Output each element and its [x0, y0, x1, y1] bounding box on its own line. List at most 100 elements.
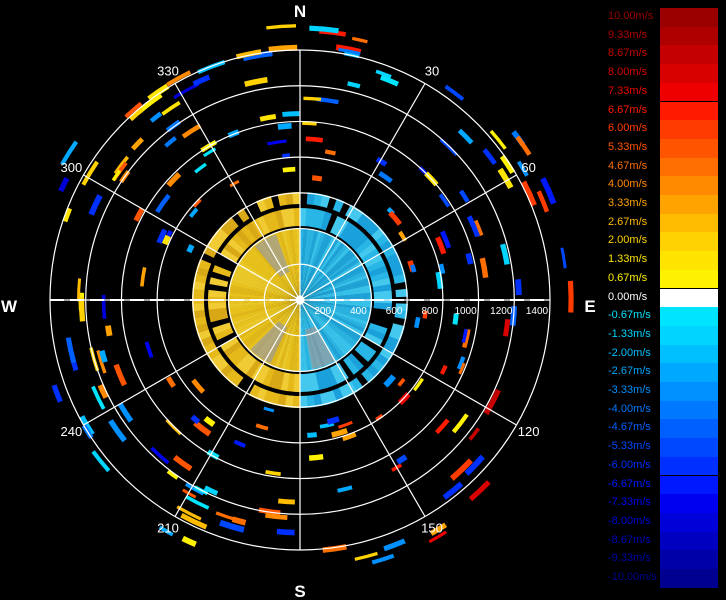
echo-cell	[276, 393, 287, 407]
echo-cell	[461, 328, 468, 343]
echo-cell	[395, 288, 408, 298]
legend-label: -3.33m/s	[608, 384, 651, 396]
legend-label: 3.33m/s	[608, 197, 648, 209]
echo-cell	[300, 234, 333, 300]
echo-cell	[364, 254, 383, 268]
echo-cell	[267, 139, 287, 146]
echo-cell	[311, 175, 323, 182]
echo-cell	[282, 153, 291, 158]
echo-cell	[231, 349, 249, 367]
echo-cell	[212, 322, 232, 335]
legend-swatch	[660, 494, 718, 513]
clutter-patch	[250, 321, 288, 364]
echo-cell	[410, 264, 417, 273]
echo-cell	[366, 327, 386, 341]
range-label: 400	[350, 306, 367, 317]
echo-cell	[230, 300, 300, 323]
legend-swatch	[660, 269, 718, 289]
echo-cell	[319, 194, 331, 208]
compass-north: N	[294, 2, 306, 21]
legend-swatch	[660, 195, 718, 214]
echo-cell	[209, 277, 229, 288]
legend-entry: 8.67m/s	[606, 45, 718, 65]
echo-cell	[91, 385, 106, 410]
legend-label: 1.33m/s	[608, 253, 648, 266]
echo-cell	[191, 378, 206, 394]
echo-cell	[337, 485, 353, 493]
echo-cell	[220, 248, 239, 263]
legend-swatch	[660, 8, 718, 27]
echo-cell	[263, 406, 275, 413]
bearing-label: 210	[157, 521, 179, 536]
echo-cell	[256, 365, 270, 385]
echo-cell	[457, 128, 474, 145]
echo-cell	[255, 387, 268, 402]
echo-cell	[166, 70, 192, 87]
range-label: 200	[314, 306, 331, 317]
legend-label: 0.00m/s	[608, 290, 648, 303]
echo-cell	[233, 439, 246, 448]
range-label: 800	[422, 306, 439, 317]
echo-cell	[240, 225, 257, 244]
echo-cell	[262, 213, 276, 233]
echo-cell	[255, 423, 269, 431]
echo-cell	[315, 210, 326, 229]
echo-cell	[378, 171, 393, 184]
echo-cell	[347, 81, 361, 89]
legend-swatch	[660, 569, 718, 588]
legend-swatch	[660, 288, 718, 308]
echo-cell	[155, 193, 171, 214]
compass-south: S	[294, 582, 305, 600]
range-labels: 200 400 600 800 1000 1200 1400	[314, 306, 548, 317]
echo-cell	[239, 257, 300, 300]
echo-cell	[300, 277, 370, 300]
echo-cell	[300, 254, 359, 300]
range-label: 1200	[490, 306, 513, 317]
echo-cell	[300, 241, 346, 300]
bearing-spoke	[299, 83, 426, 301]
echo-cell	[228, 300, 300, 315]
echo-cell	[284, 394, 294, 408]
echo-cell	[482, 148, 497, 166]
echo-cell	[186, 244, 195, 254]
echo-cell	[184, 482, 205, 496]
legend-entry: -4.67m/s	[606, 419, 718, 439]
echo-cell	[240, 356, 257, 375]
radar-ppi-plot: 200 400 600 800 1000 1200 1400 30 60 120 150 210 24…	[1, 2, 596, 600]
echo-cell	[60, 140, 79, 166]
legend-label: 6.00m/s	[608, 122, 648, 135]
legend-swatch	[660, 325, 718, 345]
echo-cell	[468, 480, 491, 502]
echo-cell	[63, 207, 72, 223]
bearing-spoke	[299, 174, 517, 301]
echo-cell	[468, 427, 481, 441]
echo-cell	[246, 248, 300, 300]
bearing-label: 150	[421, 521, 443, 536]
echo-cell	[375, 156, 388, 167]
echo-cell	[208, 289, 227, 298]
echo-cell	[276, 528, 295, 536]
echo-cell	[158, 525, 174, 537]
echo-cell	[363, 332, 383, 347]
echo-cell	[300, 249, 354, 300]
echo-cell	[285, 228, 300, 300]
echo-cell	[130, 137, 144, 151]
echo-cell	[300, 260, 363, 300]
echo-cell	[449, 458, 473, 481]
echo-cell	[451, 413, 469, 434]
echo-cell	[413, 377, 424, 392]
echo-cell	[263, 196, 275, 210]
echo-cell	[270, 300, 300, 368]
echo-cell	[300, 246, 352, 300]
echo-cell	[242, 50, 273, 62]
legend-label: -2.67m/s	[608, 365, 651, 378]
legend-swatch	[660, 475, 718, 495]
echo-cell	[129, 107, 144, 122]
echo-cell	[181, 123, 202, 139]
echo-cell	[439, 138, 458, 157]
echo-cell	[310, 208, 320, 228]
legend-entry: 8.00m/s	[606, 64, 718, 83]
echo-cell	[203, 415, 216, 427]
echo-cell	[300, 285, 372, 300]
echo-cell	[227, 238, 246, 255]
